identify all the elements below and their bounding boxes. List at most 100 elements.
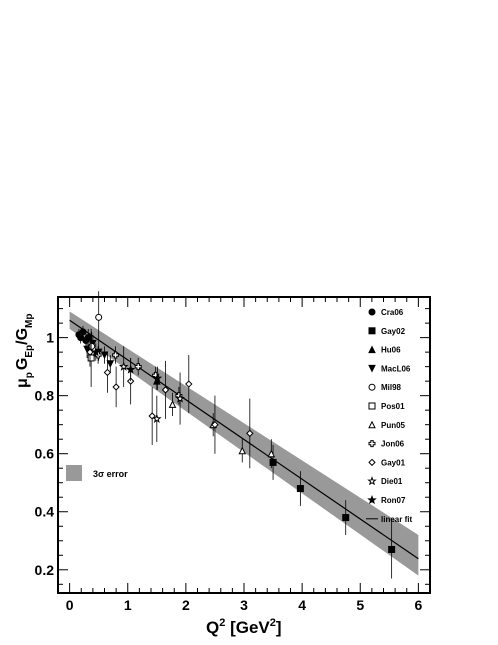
legend-label: Gay01 [381,458,406,467]
point-marker [134,363,142,371]
data-point [175,372,185,425]
x-tick-label: 0 [66,597,74,613]
x-tick-label: 6 [414,597,422,613]
point-marker [161,386,170,394]
legend-label: linear fit [381,515,412,524]
data-points-layer [75,291,396,579]
legend-marker [368,308,376,316]
point-marker [175,393,185,403]
legend-entry-jon06: Jon06 [368,440,405,449]
data-point [152,395,162,443]
series-die01 [118,346,185,443]
legend-label: Ron07 [381,496,406,505]
fit-line-layer [69,319,419,560]
y-axis-title: μpGEp/GMp [14,314,35,388]
point-marker [168,400,177,408]
data-point [112,366,120,408]
y-tick-label: 0.8 [35,388,55,404]
legend-marker [368,364,376,373]
legend-entry-die01: Die01 [367,476,403,486]
point-marker [342,514,350,522]
legend-entry-ron07: Ron07 [367,494,406,505]
point-marker [100,351,109,360]
legend-label: Pos01 [381,402,405,411]
point-marker [211,420,219,429]
data-point [100,346,109,364]
data-point [168,392,177,416]
fit-line [69,319,419,560]
legend: Cra06 Gay02 Hu06 MacL06 Mil98 Pos01 Pun05 Jon06… [366,308,412,524]
point-marker [118,361,129,371]
data-point [185,355,193,414]
legend-label: Hu06 [381,346,401,355]
legend-entry-mil98: Mil98 [368,383,402,392]
point-marker [87,354,95,362]
y-tick-label: 1 [46,330,54,346]
legend-marker [368,327,376,335]
legend-marker [368,345,376,354]
legend-entry-pun05: Pun05 [368,420,406,430]
data-point [342,500,350,535]
point-marker [388,545,396,553]
data-point [211,395,219,454]
point-marker [267,449,276,458]
data-point [148,386,156,445]
series-gay02 [269,445,396,579]
legend-entry-pos01: Pos01 [368,402,405,411]
legend-entry-cra06: Cra06 [368,308,404,317]
data-point [118,346,129,387]
legend-label: MacL06 [381,364,411,373]
legend-marker [367,476,377,486]
legend-marker [368,440,376,448]
series-pos01 [87,328,95,387]
error-band-layer [69,311,419,576]
point-marker [296,485,304,493]
legend-entry-hu06: Hu06 [368,345,401,355]
point-marker [238,446,247,455]
data-point [95,291,103,344]
point-marker [269,458,277,466]
point-marker [112,383,120,391]
data-point [103,352,112,393]
point-marker [77,334,85,342]
x-tick-label: 1 [124,597,132,613]
x-tick-label: 3 [240,597,248,613]
y-tick-label: 0.4 [35,504,55,520]
legend-entry-gay02: Gay02 [368,327,406,336]
data-point [238,439,247,463]
data-point [87,328,95,387]
data-point [269,445,277,480]
point-marker [95,313,103,321]
point-marker [106,360,115,368]
data-point [106,355,115,373]
axis-ticks-layer: 0 1 2 3 4 5 6 0.2 0.4 0.6 0.8 1 [35,297,430,613]
legend-label: Mil98 [381,383,402,392]
data-point [112,346,120,364]
point-marker [152,413,162,423]
point-marker [125,364,136,374]
legend-marker [368,458,376,467]
legend-label: Cra06 [381,308,404,317]
data-point [90,343,101,361]
legend-marker [368,420,376,429]
point-marker [185,380,193,388]
data-point [134,357,142,376]
x-tick-label: 4 [298,597,306,613]
data-point [125,357,136,382]
legend-label: Pun05 [381,421,406,430]
legend-label: Gay02 [381,327,406,336]
series-ron07 [90,343,163,390]
point-marker [112,351,120,359]
point-marker [103,368,112,377]
legend-entry-linear-fit: linear fit [366,515,412,524]
point-marker [79,328,87,336]
legend-marker [367,494,377,505]
x-axis-title: Q2 [GeV2] [206,617,282,637]
band-legend-label: 3σ error [93,469,128,479]
x-tick-label: 2 [182,597,190,613]
data-point [388,520,396,579]
legend-marker [368,383,376,391]
data-point [152,366,163,390]
point-marker [152,373,163,383]
